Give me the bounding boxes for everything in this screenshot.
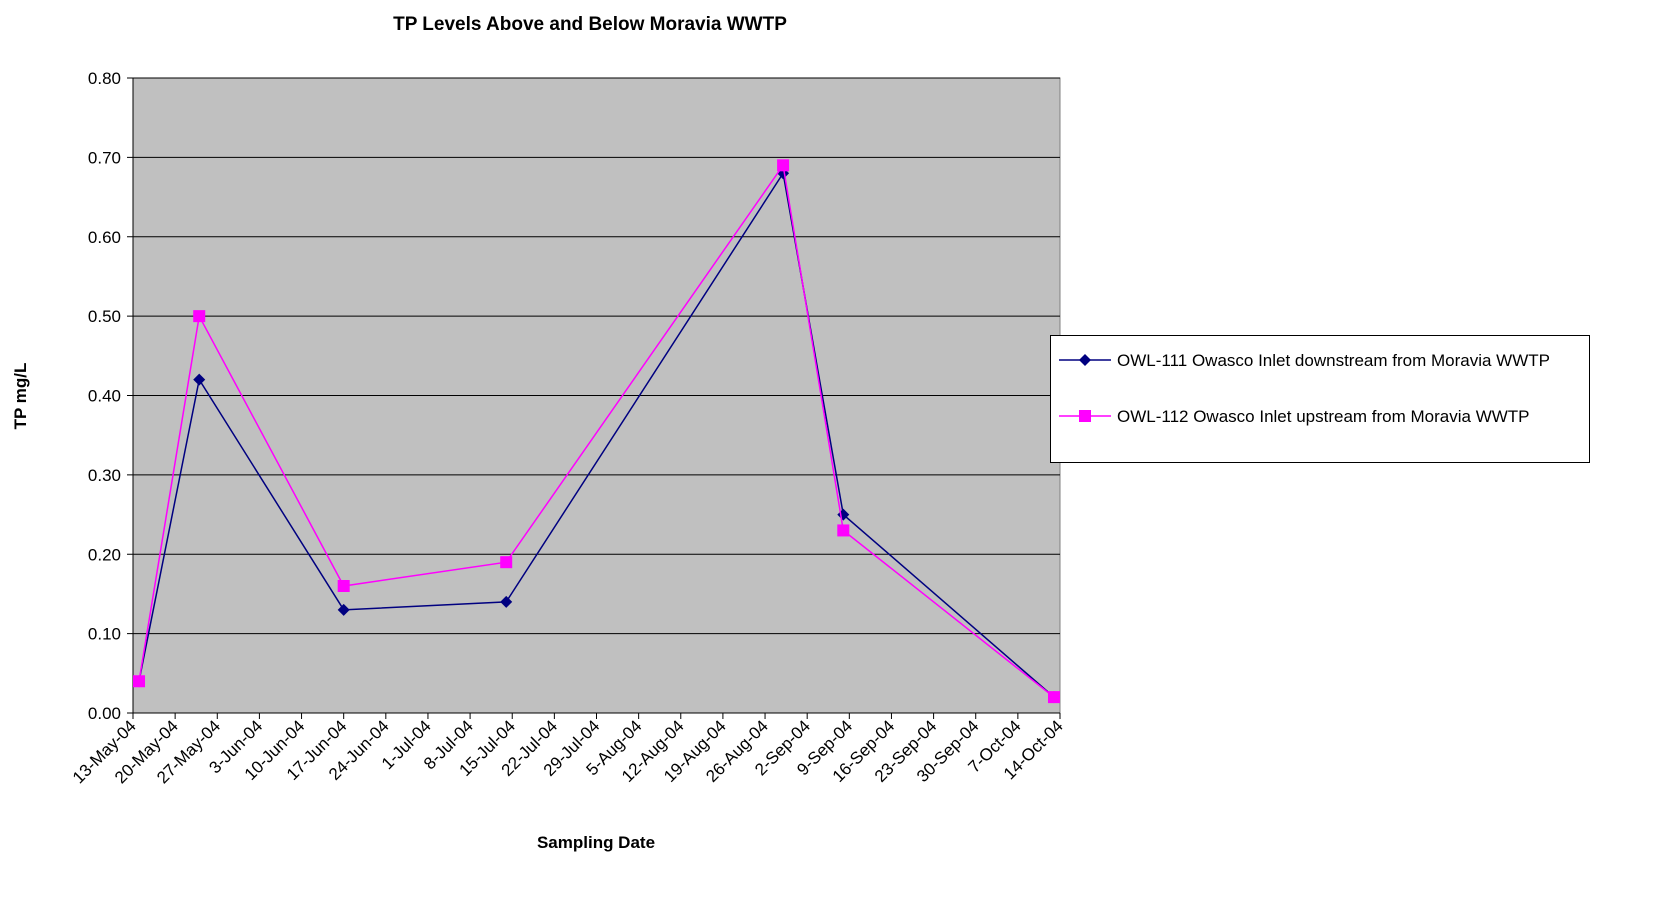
legend: OWL-111 Owasco Inlet downstream from Mor… [1050,335,1590,463]
x-axis-label: Sampling Date [537,833,655,852]
y-tick-label: 0.20 [88,545,121,564]
legend-swatch [1059,410,1111,422]
marker [777,159,790,172]
y-axis-label: TP mg/L [11,363,30,430]
legend-marker [1079,410,1091,422]
marker [193,310,206,323]
marker [337,603,350,616]
y-tick-label: 0.80 [88,69,121,88]
legend-marker [1079,354,1091,366]
y-tick-label: 0.40 [88,387,121,406]
y-tick-label: 0.60 [88,228,121,247]
legend-swatch [1059,354,1111,366]
marker [1047,691,1060,704]
y-tick-label: 0.50 [88,307,121,326]
legend-label: OWL-111 Owasco Inlet downstream from Mor… [1117,351,1550,370]
marker [133,675,146,688]
legend-label: OWL-112 Owasco Inlet upstream from Morav… [1117,407,1530,426]
marker [193,373,206,386]
y-tick-label: 0.30 [88,466,121,485]
y-tick-label: 0.00 [88,704,121,723]
y-tick-label: 0.10 [88,625,121,644]
chart-title: TP Levels Above and Below Moravia WWTP [393,14,787,35]
marker [500,556,513,569]
marker [337,580,350,592]
marker [837,524,850,537]
y-tick-label: 0.70 [88,148,121,167]
marker [500,595,513,608]
